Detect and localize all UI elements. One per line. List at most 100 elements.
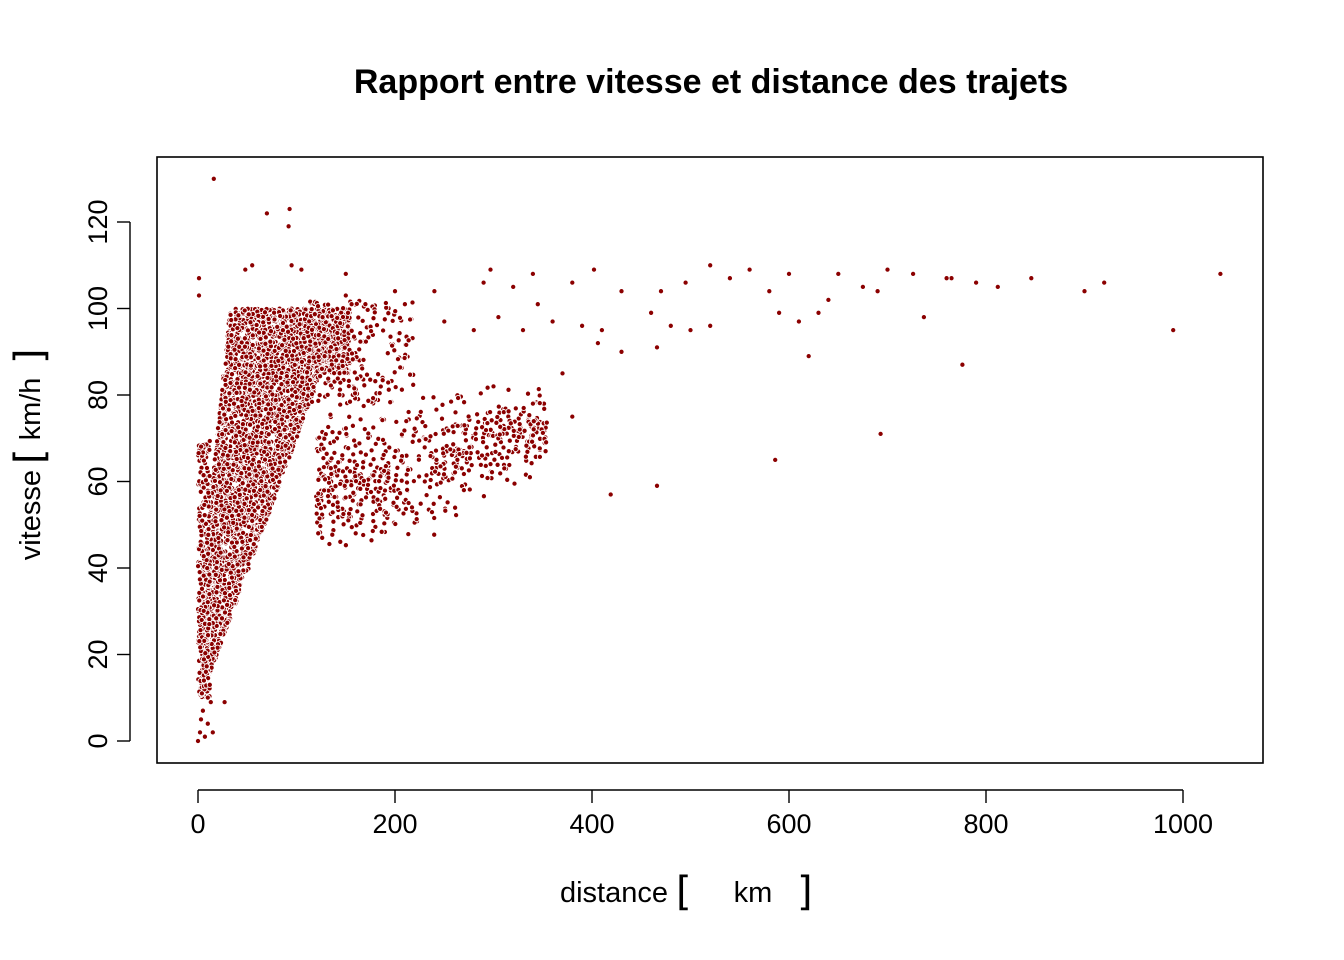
data-point (215, 461, 222, 468)
data-point (228, 419, 236, 426)
data-point (298, 343, 305, 350)
data-point (247, 550, 254, 557)
data-point (246, 380, 253, 387)
data-point (290, 406, 298, 414)
data-point (223, 479, 230, 486)
data-point (281, 426, 288, 433)
data-point (278, 416, 285, 423)
data-point (255, 504, 262, 511)
data-point (228, 338, 235, 345)
data-point (238, 470, 245, 477)
data-point (283, 373, 290, 380)
data-point (291, 425, 298, 432)
data-point (226, 508, 233, 515)
data-point (300, 335, 307, 342)
y-axis-unit: km/h (15, 378, 47, 441)
y-axis-tick-label: 120 (83, 199, 113, 244)
data-point (211, 456, 218, 463)
data-point (245, 545, 252, 552)
data-point (288, 317, 295, 325)
data-point (278, 401, 285, 409)
data-point (223, 487, 230, 494)
data-point (282, 458, 289, 465)
y-axis-tick-label: 60 (83, 466, 113, 496)
data-point (254, 439, 261, 446)
data-point (214, 644, 221, 651)
data-point (249, 407, 256, 414)
data-point (287, 307, 294, 314)
data-point (263, 516, 270, 523)
data-point (262, 483, 269, 490)
data-point (227, 355, 234, 362)
data-point (243, 412, 250, 419)
data-point (268, 362, 275, 369)
data-point (296, 403, 303, 411)
data-point (213, 499, 220, 506)
data-point (281, 336, 288, 343)
data-point (227, 311, 234, 318)
data-point (222, 398, 229, 405)
data-point (226, 592, 233, 599)
data-point (274, 323, 281, 330)
data-point (255, 345, 262, 352)
x-axis-unit-open-bracket: [ (676, 869, 692, 915)
data-point (224, 452, 231, 459)
data-point (228, 371, 236, 378)
y-axis-unit-open-bracket: [ (7, 448, 53, 464)
data-point (264, 488, 271, 495)
data-point (291, 361, 298, 368)
data-point (239, 538, 246, 545)
data-point (219, 405, 227, 412)
data-point (253, 472, 260, 479)
data-point (253, 321, 260, 329)
chart-title: Rapport entre vitesse et distance des tr… (354, 63, 1068, 101)
data-point (258, 523, 265, 530)
scatter-points (194, 175, 1224, 745)
data-point (258, 478, 265, 485)
data-point (213, 506, 220, 513)
data-point (247, 531, 254, 539)
data-point (253, 433, 260, 440)
data-point (257, 335, 264, 342)
data-point (231, 553, 238, 560)
data-point (249, 511, 256, 519)
data-point (259, 498, 266, 505)
data-point (279, 327, 286, 334)
data-point (300, 349, 307, 357)
y-axis-tick-label: 40 (83, 553, 113, 583)
data-point (282, 347, 289, 354)
data-point (239, 480, 246, 487)
data-point (221, 590, 228, 597)
data-point (245, 560, 252, 568)
data-point (233, 525, 240, 532)
data-point (240, 529, 247, 536)
data-point (269, 476, 276, 483)
data-point (217, 630, 224, 638)
data-point (223, 514, 230, 521)
data-point (244, 327, 251, 334)
y-axis-label: vitesse (15, 470, 47, 560)
data-point (240, 567, 247, 574)
data-point (229, 512, 236, 519)
data-point (246, 471, 253, 478)
data-point (231, 543, 238, 550)
data-point (293, 340, 300, 347)
x-axis-tick-label: 800 (963, 809, 1008, 839)
data-point (252, 535, 259, 542)
data-point (277, 459, 284, 466)
data-point (243, 353, 250, 360)
data-point (235, 568, 242, 575)
y-axis-tick-label: 20 (83, 639, 113, 669)
data-point (236, 343, 243, 350)
data-point (226, 390, 233, 397)
x-axis-tick-label: 400 (569, 809, 614, 839)
data-point (215, 534, 222, 542)
data-point (283, 352, 290, 359)
data-point (269, 465, 276, 472)
data-point (247, 421, 254, 428)
data-point (271, 316, 278, 323)
data-point (242, 369, 249, 376)
data-point (230, 519, 237, 526)
data-point (238, 545, 245, 552)
